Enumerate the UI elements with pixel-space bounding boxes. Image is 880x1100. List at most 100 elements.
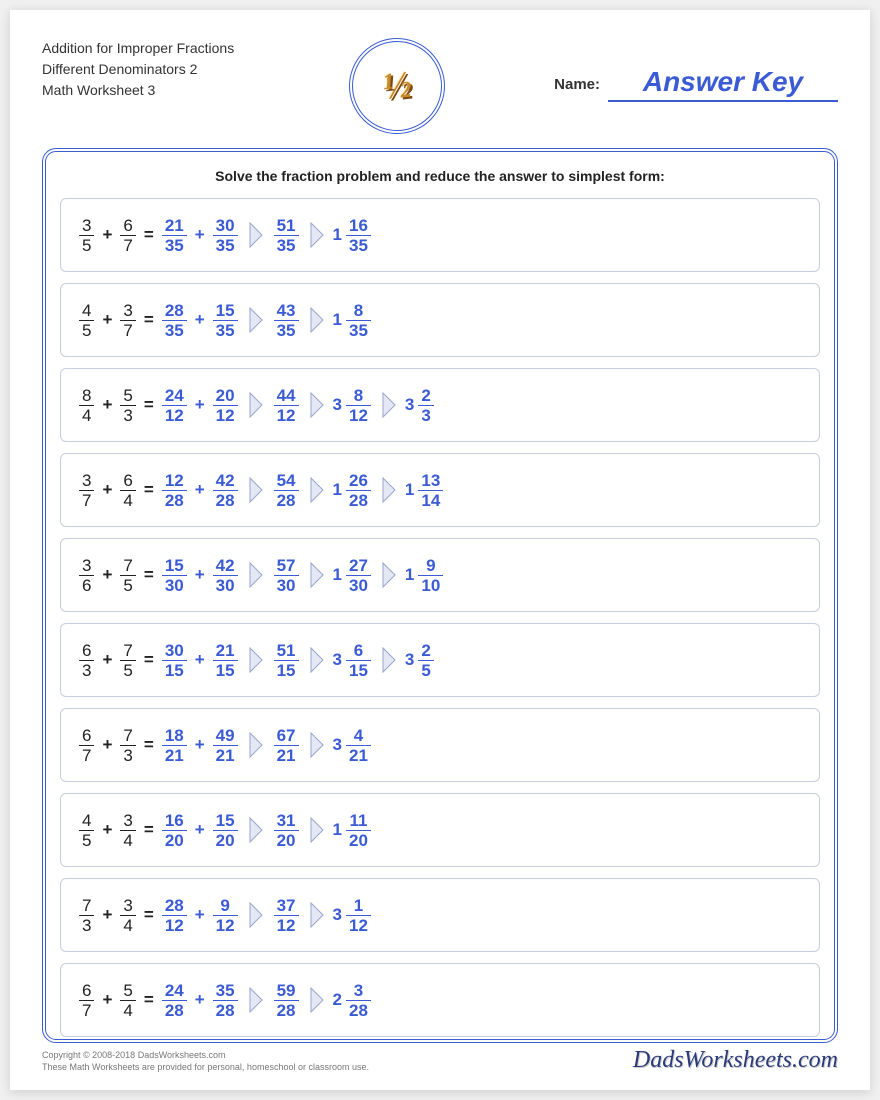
whole-number: 1 (405, 480, 414, 500)
arrow-icon (309, 646, 325, 674)
plus-operator: + (102, 735, 112, 755)
fraction: 36 (79, 557, 94, 594)
whole-number: 1 (333, 225, 342, 245)
badge: ½ (342, 38, 452, 134)
arrow-icon (248, 646, 264, 674)
fraction: 34 (120, 812, 135, 849)
arrow-icon (248, 391, 264, 419)
fraction: 615 (346, 642, 371, 679)
title-block: Addition for Improper Fractions Differen… (42, 38, 342, 101)
whole-number: 1 (405, 565, 414, 585)
plus-operator: + (195, 735, 205, 755)
fraction: 67 (79, 727, 94, 764)
arrow-icon (309, 221, 325, 249)
copyright-line-2: These Math Worksheets are provided for p… (42, 1061, 369, 1074)
equals-operator: = (144, 650, 154, 670)
fraction: 45 (79, 302, 94, 339)
fraction: 53 (120, 387, 135, 424)
fraction: 2812 (162, 897, 187, 934)
whole-number: 3 (333, 735, 342, 755)
fraction: 2628 (346, 472, 371, 509)
arrow-icon (381, 646, 397, 674)
arrow-icon (381, 391, 397, 419)
fraction: 5115 (274, 642, 299, 679)
equals-operator: = (144, 225, 154, 245)
plus-operator: + (102, 905, 112, 925)
fraction: 3015 (162, 642, 187, 679)
fraction: 835 (346, 302, 371, 339)
whole-number: 3 (405, 395, 414, 415)
problem-row: 84+53=2412+201244123812323 (60, 368, 820, 442)
fraction: 5928 (274, 982, 299, 1019)
plus-operator: + (102, 395, 112, 415)
problem-frame: Solve the fraction problem and reduce th… (42, 148, 838, 1043)
problem-row: 63+75=3015+211551153615325 (60, 623, 820, 697)
fraction: 812 (346, 387, 371, 424)
fraction: 1120 (346, 812, 371, 849)
fraction-badge-icon: ½ (381, 63, 414, 110)
arrow-icon (248, 901, 264, 929)
fraction: 45 (79, 812, 94, 849)
arrow-icon (248, 221, 264, 249)
arrow-icon (309, 986, 325, 1014)
problem-row: 36+75=1530+42305730127301910 (60, 538, 820, 612)
fraction: 910 (418, 557, 443, 594)
plus-operator: + (195, 310, 205, 330)
plus-operator: + (195, 650, 205, 670)
plus-operator: + (195, 225, 205, 245)
equals-operator: = (144, 310, 154, 330)
footer: Copyright © 2008-2018 DadsWorksheets.com… (42, 1047, 838, 1074)
fraction: 3120 (274, 812, 299, 849)
problem-row: 45+34=1620+1520312011120 (60, 793, 820, 867)
fraction: 1314 (418, 472, 443, 509)
fraction: 1635 (346, 217, 371, 254)
fraction: 64 (120, 472, 135, 509)
fraction: 912 (213, 897, 238, 934)
whole-number: 3 (333, 650, 342, 670)
plus-operator: + (102, 480, 112, 500)
fraction: 2135 (162, 217, 187, 254)
answer-key-text: Answer Key (643, 66, 803, 97)
arrow-icon (248, 561, 264, 589)
arrow-icon (248, 306, 264, 334)
plus-operator: + (102, 225, 112, 245)
copyright: Copyright © 2008-2018 DadsWorksheets.com… (42, 1049, 369, 1074)
fraction: 67 (120, 217, 135, 254)
arrow-icon (309, 731, 325, 759)
whole-number: 1 (333, 820, 342, 840)
plus-operator: + (102, 650, 112, 670)
fraction: 112 (346, 897, 371, 934)
copyright-line-1: Copyright © 2008-2018 DadsWorksheets.com (42, 1049, 369, 1062)
fraction: 328 (346, 982, 371, 1019)
plus-operator: + (195, 565, 205, 585)
fraction: 1535 (213, 302, 238, 339)
fraction: 54 (120, 982, 135, 1019)
fraction: 1520 (213, 812, 238, 849)
equals-operator: = (144, 905, 154, 925)
arrow-icon (309, 391, 325, 419)
plus-operator: + (195, 480, 205, 500)
plus-operator: + (195, 990, 205, 1010)
name-line: Answer Key (608, 66, 838, 102)
arrow-icon (248, 816, 264, 844)
fraction: 73 (120, 727, 135, 764)
whole-number: 3 (333, 905, 342, 925)
fraction: 35 (79, 217, 94, 254)
fraction: 5135 (274, 217, 299, 254)
whole-number: 1 (333, 310, 342, 330)
plus-operator: + (102, 820, 112, 840)
title-line-3: Math Worksheet 3 (42, 80, 342, 101)
fraction: 37 (79, 472, 94, 509)
whole-number: 3 (333, 395, 342, 415)
fraction: 4228 (213, 472, 238, 509)
whole-number: 1 (333, 480, 342, 500)
fraction: 3712 (274, 897, 299, 934)
fraction: 3528 (213, 982, 238, 1019)
brand-logo: DadsWorksheets.com (633, 1047, 838, 1074)
fraction: 6721 (274, 727, 299, 764)
arrow-icon (309, 476, 325, 504)
fraction: 4412 (274, 387, 299, 424)
fraction: 5428 (274, 472, 299, 509)
problem-row: 67+54=2428+352859282328 (60, 963, 820, 1037)
fraction: 63 (79, 642, 94, 679)
